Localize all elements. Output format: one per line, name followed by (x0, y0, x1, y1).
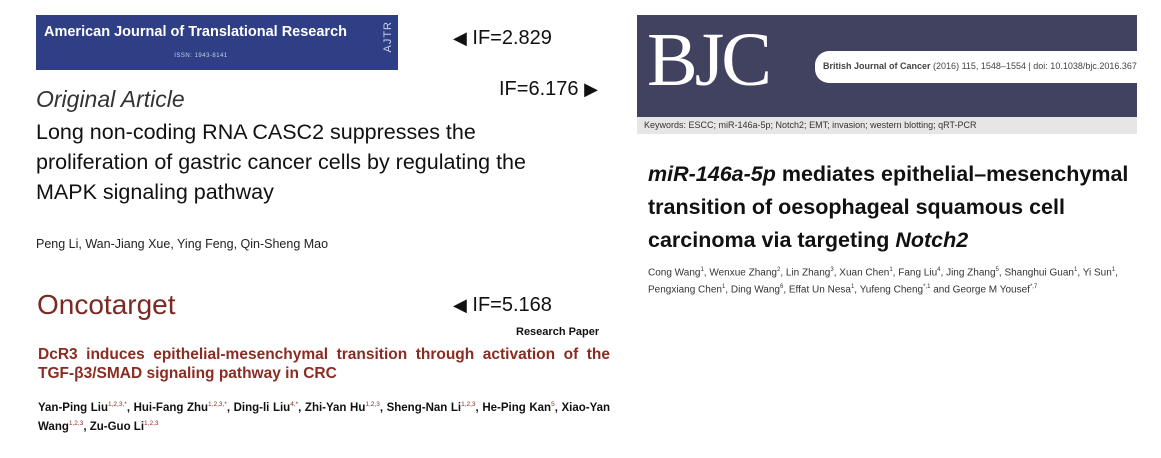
author-affiliation: 1 (1073, 267, 1078, 273)
arrow-right-icon: ▶ (584, 79, 598, 99)
bjc-citation: British Journal of Cancer (2016) 115, 15… (823, 61, 1137, 71)
author-affiliation: 1,2,3,* (208, 401, 227, 408)
author-name: Fang Liu (898, 267, 938, 279)
bjc-impact-factor: IF=6.176 ▶ (499, 78, 598, 101)
author-name: Cong Wang (648, 267, 701, 279)
arrow-left-icon: ◀ (453, 295, 467, 315)
author-affiliation: 6 (779, 284, 784, 291)
author-name: Pengxiang Chen (648, 284, 722, 296)
bjc-logo: BJC (647, 18, 772, 102)
bjc-keywords-bar: Keywords: ESCC; miR-146a-5p; Notch2; EMT… (637, 117, 1137, 134)
author-affiliation: 4 (937, 267, 941, 273)
oncotarget-article-type: Research Paper (516, 326, 600, 338)
ajtr-if-value: IF=2.829 (472, 27, 552, 49)
author-affiliation: *,7 (1029, 284, 1038, 291)
author-name: Ding-li Liu (233, 401, 291, 414)
author-affiliation: 2 (776, 267, 781, 273)
author-affiliation: 5 (995, 267, 999, 273)
author-affiliation: 5 (551, 401, 555, 408)
bjc-title-target: Notch2 (895, 228, 969, 252)
author-affiliation: *,1 (923, 284, 931, 291)
author-affiliation: 1,2,3,* (108, 401, 127, 408)
bjc-authors: Cong Wang1, Wenxue Zhang2, Lin Zhang3, X… (648, 267, 1118, 296)
oncotarget-logo: Oncotarget (37, 289, 176, 320)
bjc-journal-banner: BJC British Journal of Cancer (2016) 115… (637, 15, 1155, 117)
author-name: Effat Un Nesa (788, 284, 851, 296)
author-name: Jing Zhang (946, 267, 996, 279)
author-name: Ding Wang (730, 284, 780, 296)
bjc-journal-name: British Journal of Cancer (823, 61, 931, 71)
author-name: Yi Sun (1082, 267, 1112, 279)
author-affiliation: 1 (1111, 267, 1116, 273)
bjc-title-main: mediates epithelial–mesenchymal transiti… (648, 162, 1129, 252)
author-affiliation: 1 (700, 267, 704, 273)
author-affiliation: 4,* (290, 401, 299, 408)
author-affiliation: 1,2,3 (365, 401, 380, 408)
bjc-citation-details: (2016) 115, 1548–1554 | doi: 10.1038/bjc… (933, 61, 1137, 71)
bjc-keywords: Keywords: ESCC; miR-146a-5p; Notch2; EMT… (644, 120, 977, 130)
author-name: Sheng-Nan Li (386, 401, 462, 414)
ajtr-article-type: Original Article (36, 86, 185, 112)
author-affiliation: 3 (830, 267, 834, 273)
author-name: Lin Zhang (785, 267, 831, 279)
bjc-if-value: IF=6.176 (499, 78, 579, 100)
bjc-article-title: miR-146a-5p mediates epithelial–mesenchy… (648, 158, 1138, 257)
author-name: George M Yousef (952, 284, 1030, 296)
author-name: Yan-Ping Liu (38, 401, 109, 414)
oncotarget-article-title: DcR3 induces epithelial-mesenchymal tran… (38, 346, 610, 382)
author-name: He-Ping Kan (482, 401, 552, 414)
ajtr-article-title: Long non-coding RNA CASC2 suppresses the… (36, 120, 526, 204)
oncotarget-impact-factor: ◀ IF=5.168 (453, 294, 552, 317)
arrow-left-icon: ◀ (453, 28, 467, 48)
author-name: Shanghui Guan (1004, 267, 1074, 279)
author-affiliation: 1 (850, 284, 855, 291)
author-affiliation: 1,2,3 (144, 419, 159, 427)
author-name: Zu-Guo Li (89, 420, 145, 433)
author-name: Zhi-Yan Hu (304, 401, 366, 414)
author-name: Xuan Chen (839, 267, 890, 279)
author-affiliation: 1 (721, 284, 726, 291)
author-affiliation: 1,2,3 (68, 419, 84, 427)
ajtr-authors: Peng Li, Wan-Jiang Xue, Ying Feng, Qin-S… (36, 237, 329, 251)
author-name: Xiao-Yan Wang (38, 401, 611, 433)
bjc-title-gene: miR-146a-5p (648, 162, 776, 186)
ajtr-impact-factor: ◀ IF=2.829 (453, 27, 552, 50)
bjc-citation-box: British Journal of Cancer (2016) 115, 15… (815, 51, 1155, 83)
ajtr-abbrev: AJTR (382, 21, 394, 53)
author-name: Hui-Fang Zhu (133, 401, 209, 414)
author-name: Wenxue Zhang (709, 267, 777, 279)
oncotarget-authors: Yan-Ping Liu1,2,3,*, Hui-Fang Zhu1,2,3,*… (38, 401, 611, 433)
ajtr-journal-name: American Journal of Translational Resear… (44, 24, 347, 40)
ajtr-issn: ISSN: 1943-8141 (174, 53, 228, 59)
author-affiliation: 1,2,3 (461, 401, 476, 408)
oncotarget-if-value: IF=5.168 (472, 294, 552, 316)
author-affiliation: 1 (889, 267, 893, 273)
ajtr-journal-banner: American Journal of Translational Resear… (36, 15, 398, 70)
author-name: Yufeng Cheng (859, 284, 924, 296)
